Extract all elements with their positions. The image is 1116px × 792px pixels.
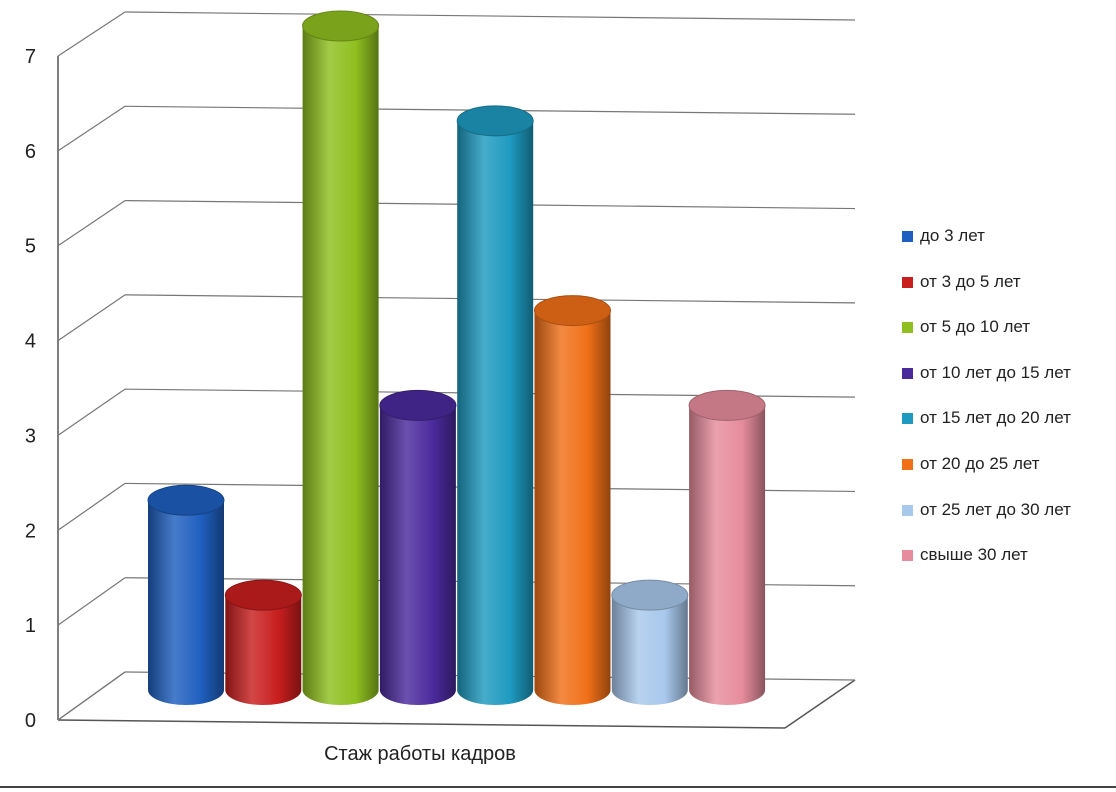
gridline-diagonal [57, 482, 126, 531]
legend-label: от 3 до 5 лет [920, 271, 1021, 291]
legend-swatch [902, 458, 913, 470]
bar-2 [224, 579, 302, 705]
bar-body [611, 595, 688, 706]
gridline-diagonal [57, 11, 126, 57]
legend-item: от 10 лет до 15 лет [902, 363, 1112, 384]
gridline-diagonal [57, 671, 126, 721]
legend-label: от 25 лет до 30 лет [920, 499, 1071, 519]
legend-swatch [902, 231, 913, 242]
bar-top [688, 389, 766, 421]
y-tick-label: 6 [25, 141, 36, 163]
bar-top [379, 389, 457, 421]
bar-body [379, 405, 456, 706]
legend-item: до 3 лет [902, 226, 1112, 247]
gridline [124, 11, 856, 21]
gridline-diagonal [57, 388, 126, 436]
gridline-diagonal [57, 577, 126, 626]
bottom-rule [0, 786, 1116, 788]
y-tick-label: 0 [25, 710, 36, 732]
floor-front-edge [57, 719, 786, 729]
y-tick-label: 1 [25, 615, 36, 637]
gridline-diagonal [57, 294, 126, 342]
y-tick-label: 3 [25, 425, 36, 447]
bar-3 [302, 10, 380, 705]
bar-body [302, 26, 379, 705]
legend: до 3 лет от 3 до 5 лет от 5 до 10 лет от 10… [902, 226, 1112, 591]
legend-swatch [902, 504, 913, 516]
y-tick-label: 5 [25, 236, 36, 258]
legend-label: от 15 лет до 20 лет [920, 408, 1071, 428]
bar-body [534, 310, 611, 706]
legend-item: от 3 до 5 лет [902, 272, 1112, 293]
bar-body [457, 120, 534, 706]
y-axis: 0 1 2 3 4 5 6 7 [25, 46, 36, 732]
gridline-diagonal [57, 105, 126, 152]
legend-item: от 15 лет до 20 лет [902, 408, 1112, 429]
legend-swatch [902, 322, 913, 334]
bar-6 [534, 295, 611, 706]
bar-7 [611, 579, 689, 706]
bar-4 [379, 389, 457, 706]
legend-item: от 20 до 25 лет [902, 454, 1112, 475]
bar-1 [147, 484, 225, 705]
bar-top [456, 105, 534, 137]
legend-item: свыше 30 лет [902, 545, 1112, 566]
bars [147, 10, 766, 706]
y-tick-label: 7 [25, 46, 36, 68]
bar-body [225, 595, 302, 705]
y-tick-label: 4 [25, 331, 36, 353]
bar-body [148, 500, 224, 705]
bar-top [147, 484, 225, 516]
legend-swatch [902, 550, 913, 562]
legend-item: от 5 до 10 лет [902, 317, 1112, 338]
bar-5 [456, 105, 534, 706]
bar-top [302, 10, 380, 42]
bar-top [611, 579, 689, 611]
legend-label: от 5 до 10 лет [920, 317, 1031, 337]
legend-swatch [902, 413, 913, 425]
bar-8 [688, 389, 766, 706]
x-axis-label: Стаж работы кадров [324, 743, 516, 765]
legend-item: от 25 лет до 30 лет [902, 500, 1112, 521]
floor-right-edge [784, 679, 856, 729]
legend-label: свыше 30 лет [920, 545, 1028, 565]
bar-top [534, 295, 611, 327]
legend-label: до 3 лет [920, 226, 985, 245]
y-tick-label: 2 [25, 520, 36, 542]
bar-body [689, 405, 766, 706]
legend-swatch [902, 367, 913, 379]
bar-top [224, 579, 302, 611]
legend-label: от 10 лет до 15 лет [920, 362, 1071, 382]
legend-swatch [902, 276, 913, 288]
legend-label: от 20 до 25 лет [920, 453, 1040, 473]
gridline-diagonal [57, 200, 126, 247]
